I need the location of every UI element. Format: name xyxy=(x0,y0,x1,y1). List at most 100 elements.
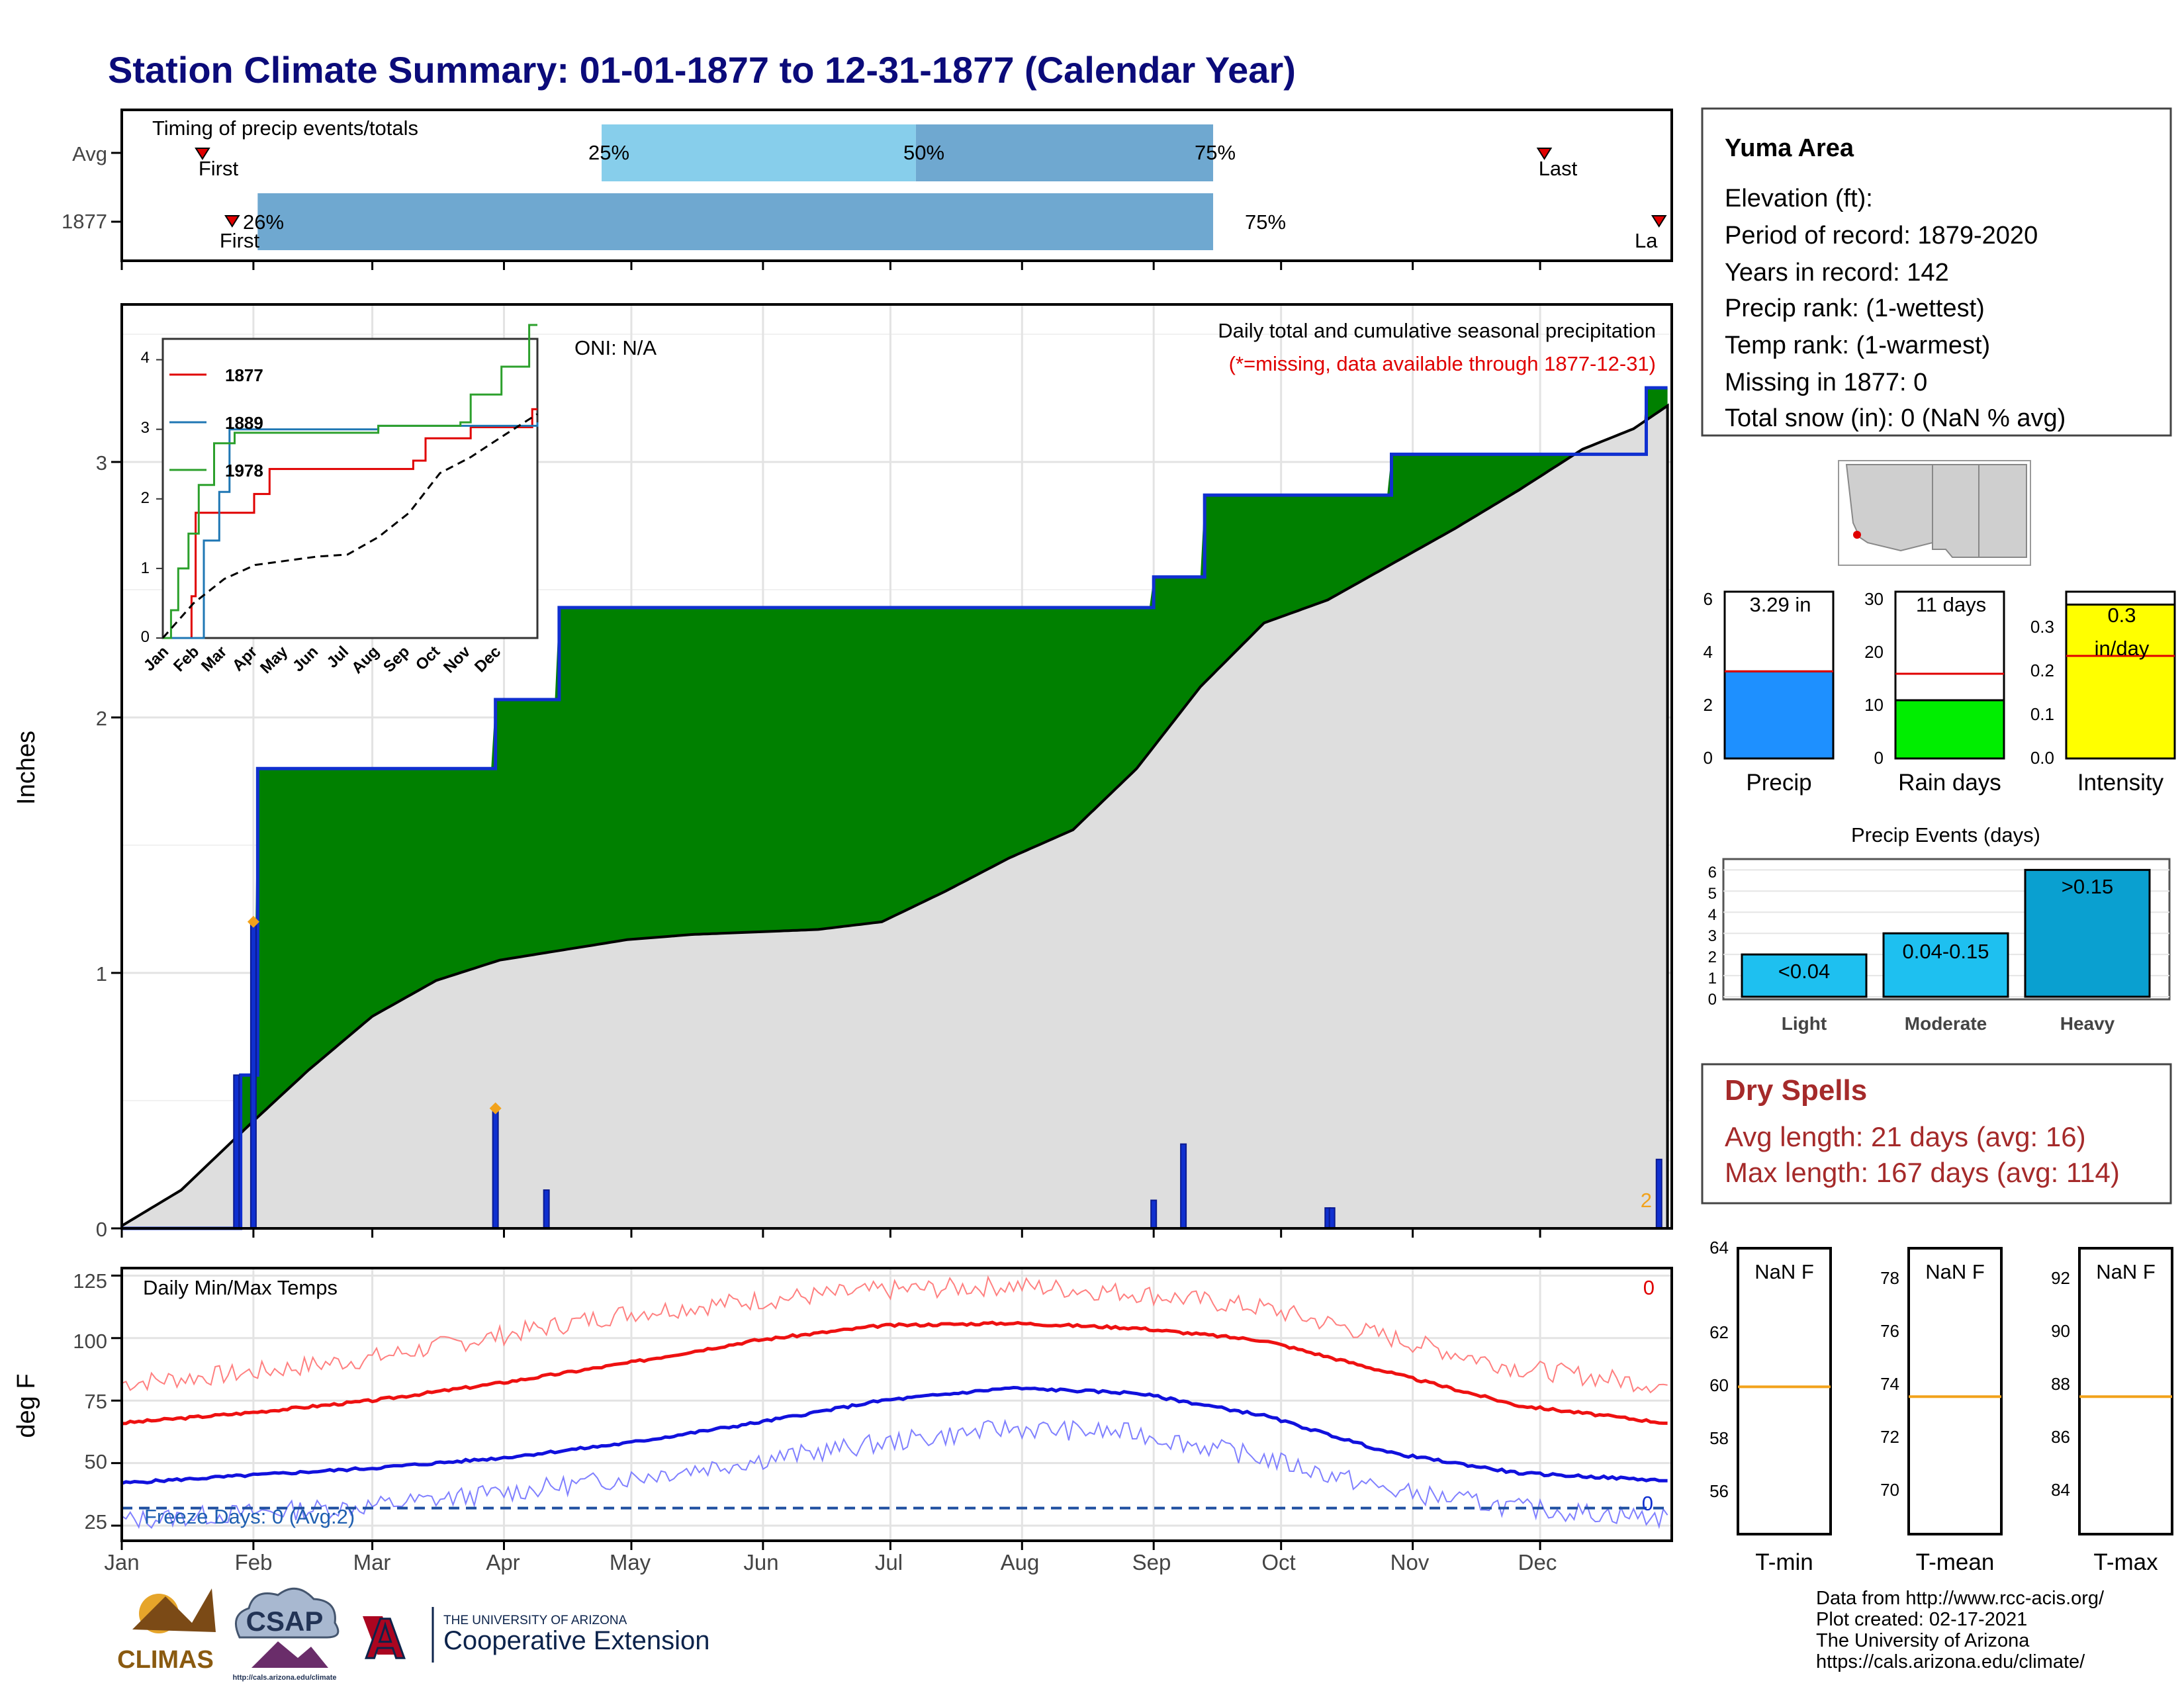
month-label-may: May xyxy=(610,1550,651,1575)
timing-year-bar xyxy=(257,193,1214,250)
temp-record-max-line xyxy=(121,1275,1668,1394)
timing-avg-last-marker xyxy=(1536,148,1553,160)
timing-avg-first: First xyxy=(199,157,239,180)
month-label-oct: Oct xyxy=(1261,1550,1295,1575)
events-cat-light: Light xyxy=(1782,1013,1827,1034)
precip-tick-4: 4 xyxy=(1704,642,1713,662)
climas-mountain-icon xyxy=(132,1588,216,1632)
temp-missing: 0 xyxy=(1643,1276,1655,1299)
inset-frame xyxy=(161,338,539,639)
csap-logo: CSAP http://cals.arizona.edu/climate xyxy=(232,1587,340,1682)
raindays-tick-10: 10 xyxy=(1864,695,1884,715)
daily-precip-bar-8 xyxy=(1655,1158,1662,1230)
main-ytick-0: 0 xyxy=(96,1218,107,1241)
tmin-tick-56: 56 xyxy=(1709,1481,1729,1501)
station-info-box: Yuma Area Elevation (ft): Period of reco… xyxy=(1701,107,2172,437)
precip-tick-2: 2 xyxy=(1704,695,1713,715)
intensity-tick-0: 0.0 xyxy=(2030,748,2054,768)
main-ytick-1: 1 xyxy=(96,962,107,985)
month-label-nov: Nov xyxy=(1390,1550,1430,1575)
footer-line-1: Data from http://www.rcc-acis.org/ xyxy=(1816,1588,2105,1609)
events-bar-1 xyxy=(1882,932,2009,998)
freeze-label: Freeze Days: 0 (Avg:2) xyxy=(144,1505,355,1528)
info-precip-rank: Precip rank: (1-wettest) xyxy=(1725,295,1985,322)
dry-spells-box: Dry Spells Avg length: 21 days (avg: 16)… xyxy=(1701,1063,2172,1205)
timing-avg-bar-25-50 xyxy=(602,124,916,181)
tmax-tick-88: 88 xyxy=(2051,1374,2070,1394)
daily-precip-bar-5 xyxy=(1180,1143,1187,1229)
events-tick-6: 6 xyxy=(1708,864,1717,882)
tmax-label: T-max xyxy=(2093,1549,2158,1575)
main-caption-missing: (*=missing, data available through 1877-… xyxy=(1229,352,1656,375)
daily-precip-bar-2 xyxy=(492,1107,499,1229)
month-label-jan: Jan xyxy=(104,1550,139,1575)
temp-avg-min-line xyxy=(121,1385,1668,1485)
info-missing: Missing in 1877: 0 xyxy=(1725,369,1927,396)
tmin-tick-64: 64 xyxy=(1709,1238,1729,1257)
inset-legend-1978: 1978 xyxy=(225,461,263,480)
raindays-tick-0: 0 xyxy=(1874,748,1884,768)
info-frame xyxy=(1701,107,2172,437)
timing-row-year: 1877 xyxy=(62,210,107,233)
timing-year-p75: 75% xyxy=(1245,210,1286,234)
main-precip-panel: Inches ONI: N/A Daily total and cumulati… xyxy=(13,303,1673,1241)
timing-avg-first-marker xyxy=(195,148,210,160)
station-name: Yuma Area xyxy=(1725,134,1854,162)
inset-series-1877 xyxy=(163,408,537,639)
dry-frame xyxy=(1701,1063,2172,1205)
raindays-tick-30: 30 xyxy=(1864,589,1884,609)
tmean-value: NaN F xyxy=(1925,1260,1985,1283)
precip-value: 3.29 in xyxy=(1749,593,1811,616)
events-title: Precip Events (days) xyxy=(1851,823,2040,846)
temp-ytick-25: 25 xyxy=(85,1510,107,1533)
footer-line-2: Plot created: 02-17-2021 xyxy=(1816,1609,2027,1630)
tmax-tick-90: 90 xyxy=(2051,1321,2070,1341)
map-station-dot xyxy=(1853,531,1861,539)
timing-panel: Timing of precip events/totals Avg 1877 … xyxy=(62,109,1673,270)
dry-avg: Avg length: 21 days (avg: 16) xyxy=(1725,1121,2086,1152)
daily-precip-bar-3 xyxy=(543,1189,550,1229)
tmax-tick-86: 86 xyxy=(2051,1427,2070,1447)
ua-shield-icon xyxy=(363,1616,397,1655)
timing-year-last-marker xyxy=(1651,215,1667,228)
timing-row-avg: Avg xyxy=(72,142,107,165)
observed-cumulative-line xyxy=(122,386,1668,1230)
temp-panel-border xyxy=(120,1267,1673,1542)
timing-avg-last: Last xyxy=(1539,157,1578,180)
locator-map xyxy=(1838,460,2031,566)
timing-year-first: First xyxy=(220,229,260,252)
csap-mountain-icon xyxy=(251,1641,328,1668)
events-tick-4: 4 xyxy=(1708,906,1717,924)
events-bar-2 xyxy=(2024,868,2151,998)
intensity-axis: Intensity xyxy=(2077,770,2164,796)
footer: CLIMAS CSAP http://cals.arizona.edu/clim… xyxy=(117,1587,2105,1682)
raindays-bar xyxy=(1894,699,2005,760)
climas-logo: CLIMAS xyxy=(117,1588,216,1674)
events-tick-1: 1 xyxy=(1708,970,1717,987)
precip-bar xyxy=(1723,670,1835,760)
timing-avg-bar-50-75 xyxy=(915,124,1214,181)
month-label-aug: Aug xyxy=(1001,1550,1040,1575)
events-tick-5: 5 xyxy=(1708,885,1717,903)
freeze-count: 0 xyxy=(1642,1492,1653,1515)
csap-url: http://cals.arizona.edu/climate xyxy=(232,1674,336,1682)
events-cat-moderate: Moderate xyxy=(1905,1013,1987,1034)
timing-label: Timing of precip events/totals xyxy=(152,116,418,140)
tmean-tick-74: 74 xyxy=(1880,1374,1899,1394)
missing-count: 2 xyxy=(1641,1189,1652,1212)
intensity-bar xyxy=(2065,604,2176,760)
tmin-tick-60: 60 xyxy=(1709,1375,1729,1395)
raindays-tick-20: 20 xyxy=(1864,642,1884,662)
main-panel-border xyxy=(120,303,1673,1230)
info-snow: Total snow (in): 0 (NaN % avg) xyxy=(1725,404,2066,432)
inset-legend-1877: 1877 xyxy=(225,365,263,385)
info-period: Period of record: 1879-2020 xyxy=(1725,222,2038,250)
info-elevation: Elevation (ft): xyxy=(1725,185,1873,212)
avg-cumulative-area xyxy=(120,403,1669,1230)
timing-year-p25: 26% xyxy=(243,210,284,234)
timing-year-first-marker xyxy=(224,215,240,228)
intensity-tick-3: 0.3 xyxy=(2030,617,2054,637)
tmin-tick-58: 58 xyxy=(1709,1428,1729,1448)
intensity-tick-1: 0.1 xyxy=(2030,704,2054,724)
